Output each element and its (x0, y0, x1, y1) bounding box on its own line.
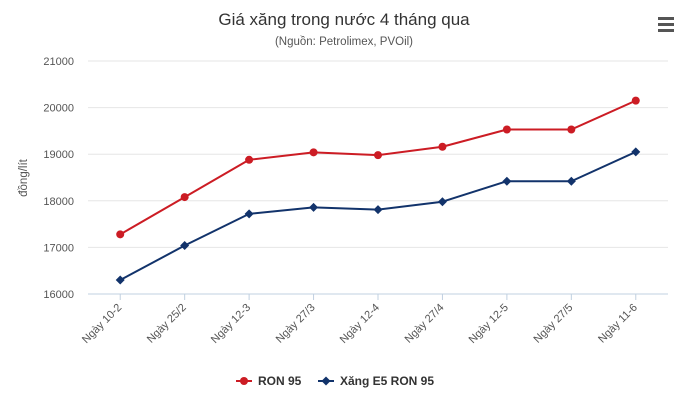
x-tick-label: Ngày 12-3 (209, 302, 253, 346)
y-axis-label: đồng/lít (18, 158, 30, 197)
data-point[interactable] (115, 275, 125, 285)
series-line (119, 150, 637, 281)
x-tick-label: Ngày 27/5 (532, 302, 576, 346)
series-2 (115, 147, 641, 285)
x-axis-ticks: Ngày 10-2 Ngày 25/2 Ngày 12-3 Ngày 27/3 Ngày… (80, 294, 640, 346)
x-tick-label: Ngày 27/4 (403, 302, 447, 346)
data-point[interactable] (566, 176, 576, 186)
legend-label: RON 95 (258, 374, 302, 388)
x-tick-label: Ngày 10-2 (80, 302, 124, 346)
data-point[interactable] (631, 96, 640, 105)
data-point[interactable] (437, 197, 447, 207)
data-point[interactable] (567, 125, 576, 134)
y-tick-label: 20000 (43, 103, 74, 115)
data-point[interactable] (438, 142, 447, 151)
data-point[interactable] (309, 202, 319, 212)
series-layer (115, 96, 641, 285)
data-point[interactable] (374, 151, 382, 160)
hamburger-menu-icon[interactable] (656, 14, 676, 34)
data-point[interactable] (373, 205, 383, 215)
x-tick-label: Ngày 25/2 (145, 302, 189, 346)
y-tick-label: 19000 (43, 149, 74, 161)
y-tick-label: 17000 (43, 242, 74, 254)
series-1 (116, 96, 640, 239)
y-tick-label: 18000 (43, 196, 74, 208)
series-line (119, 99, 637, 236)
x-tick-label: Ngày 27/3 (274, 302, 318, 346)
legend-item[interactable]: RON 95 (236, 374, 302, 388)
data-point[interactable] (116, 230, 125, 239)
data-point[interactable] (244, 209, 254, 219)
y-tick-label: 16000 (43, 289, 74, 301)
x-tick-label: Ngày 12-4 (338, 302, 382, 346)
legend[interactable]: RON 95 Xăng E5 RON 95 (236, 374, 434, 388)
data-point[interactable] (180, 241, 190, 251)
chart-title: Giá xăng trong nước 4 tháng qua (218, 10, 470, 29)
chart-subtitle: (Nguồn: Petrolimex, PVOil) (275, 36, 413, 48)
y-axis-ticks: 16000 17000 18000 19000 20000 21000 (43, 56, 74, 301)
y-tick-label: 21000 (43, 56, 74, 68)
legend-marker (240, 377, 248, 385)
data-point[interactable] (502, 125, 511, 134)
data-point[interactable] (245, 155, 254, 164)
data-point[interactable] (309, 148, 318, 157)
data-point[interactable] (631, 147, 641, 157)
data-point[interactable] (502, 176, 512, 186)
x-tick-label: Ngày 11-6 (596, 302, 640, 346)
x-tick-label: Ngày 12-5 (467, 302, 511, 346)
data-point[interactable] (180, 193, 189, 202)
legend-marker (321, 376, 331, 386)
legend-item[interactable]: Xăng E5 RON 95 (318, 374, 434, 388)
legend-label: Xăng E5 RON 95 (340, 374, 434, 388)
